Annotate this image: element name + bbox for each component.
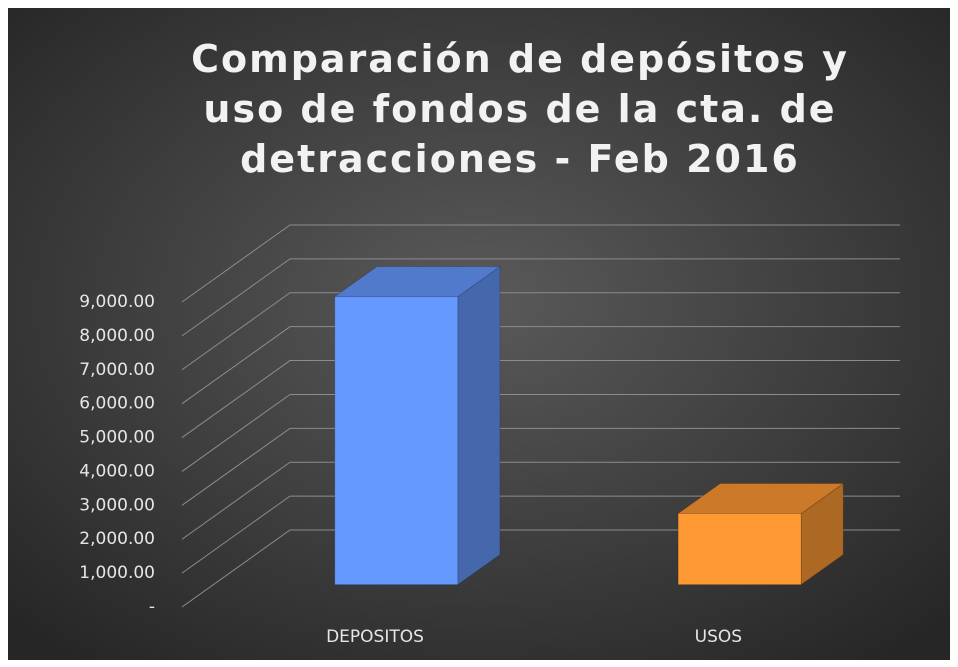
y-tick-label: 8,000.00 <box>79 326 155 346</box>
bar-side <box>457 265 501 586</box>
grid-line <box>181 427 900 506</box>
bar <box>676 482 845 586</box>
grid-line <box>181 326 900 405</box>
grid-line <box>181 258 900 337</box>
y-tick-label: - <box>149 597 155 617</box>
grid-line <box>181 461 900 540</box>
grid-line <box>181 393 900 472</box>
grid-line <box>181 495 900 574</box>
y-tick-label: 5,000.00 <box>79 428 155 448</box>
bar <box>333 265 502 586</box>
y-tick-label: 7,000.00 <box>79 360 155 380</box>
bar-front <box>677 513 802 586</box>
bar-front <box>334 296 459 586</box>
y-tick-label: 4,000.00 <box>79 461 155 481</box>
grid-line <box>181 360 900 438</box>
y-tick-label: 2,000.00 <box>79 529 155 549</box>
grid-line <box>181 224 900 303</box>
grid-line <box>181 292 900 371</box>
x-tick-label: DEPOSITOS <box>326 627 424 647</box>
x-tick-label: USOS <box>695 627 742 647</box>
y-tick-label: 9,000.00 <box>79 292 155 312</box>
chart-title: Comparación de depósitos y uso de fondos… <box>191 37 849 181</box>
y-tick-label: 3,000.00 <box>79 495 155 515</box>
y-tick-label: 6,000.00 <box>79 394 155 414</box>
y-tick-label: 1,000.00 <box>79 563 155 583</box>
